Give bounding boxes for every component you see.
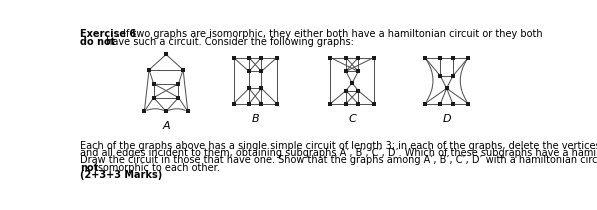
FancyArrowPatch shape [426,60,433,101]
Text: (2+3+3 Marks): (2+3+3 Marks) [80,170,162,180]
Text: Each of the graphs above has a single simple circuit of length 3; in each of the: Each of the graphs above has a single si… [80,141,597,151]
Text: do not: do not [80,37,115,47]
Text: Exercise 6: Exercise 6 [80,29,136,39]
Text: isomorphic to each other.: isomorphic to each other. [93,163,220,173]
Text: . If two graphs are isomorphic, they either both have a hamiltonian circuit or t: . If two graphs are isomorphic, they eit… [117,29,546,39]
Text: C: C [348,114,356,124]
Text: and all edges incident to them, obtaining subgraphs A’, B’, C’, D’. Which of the: and all edges incident to them, obtainin… [80,148,597,158]
FancyArrowPatch shape [147,109,164,110]
Text: have such a circuit. Consider the following graphs:: have such a circuit. Consider the follow… [103,37,354,47]
Text: B: B [251,114,259,124]
FancyArrowPatch shape [168,109,185,110]
FancyArrowPatch shape [460,60,467,101]
Text: Draw the circuit in those that have one. Show that the graphs among A’, B’, C’, : Draw the circuit in those that have one.… [80,155,597,165]
Text: D: D [442,114,451,124]
Text: not: not [80,163,99,173]
Text: A: A [162,121,170,131]
